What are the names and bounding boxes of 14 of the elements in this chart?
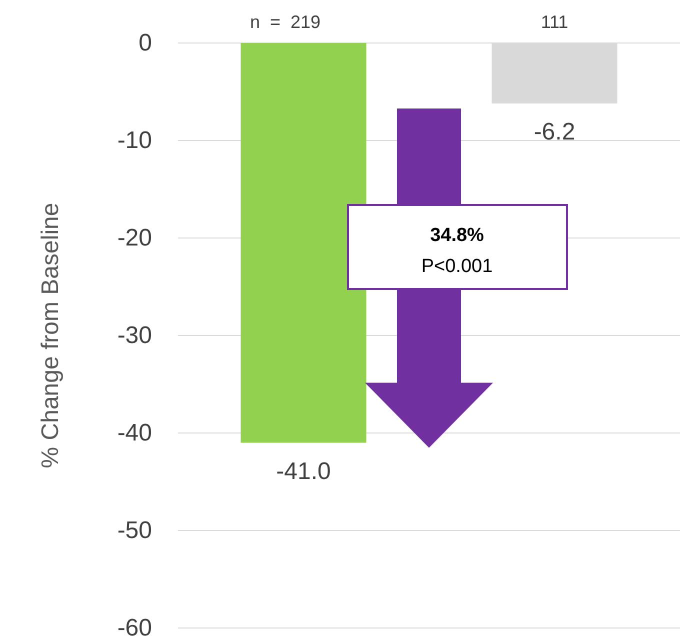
text: n = 219	[250, 12, 320, 32]
y-tick-label: -50	[117, 517, 152, 544]
annotation: P<0.001	[421, 256, 493, 277]
data-label: -6.2	[534, 118, 576, 146]
y-tick-label: -60	[117, 614, 152, 640]
y-axis-title: % Change from Baseline	[37, 202, 64, 468]
data-label: -41.0	[276, 458, 331, 485]
y-tick-label: 0	[138, 30, 152, 57]
y-tick-label: -10	[117, 127, 152, 154]
y-tick-label: -20	[117, 224, 152, 252]
annotation: 34.8%	[430, 225, 484, 246]
y-tick-label: -30	[117, 322, 152, 350]
text: 111	[540, 12, 568, 32]
y-tick-label: -40	[117, 420, 152, 447]
